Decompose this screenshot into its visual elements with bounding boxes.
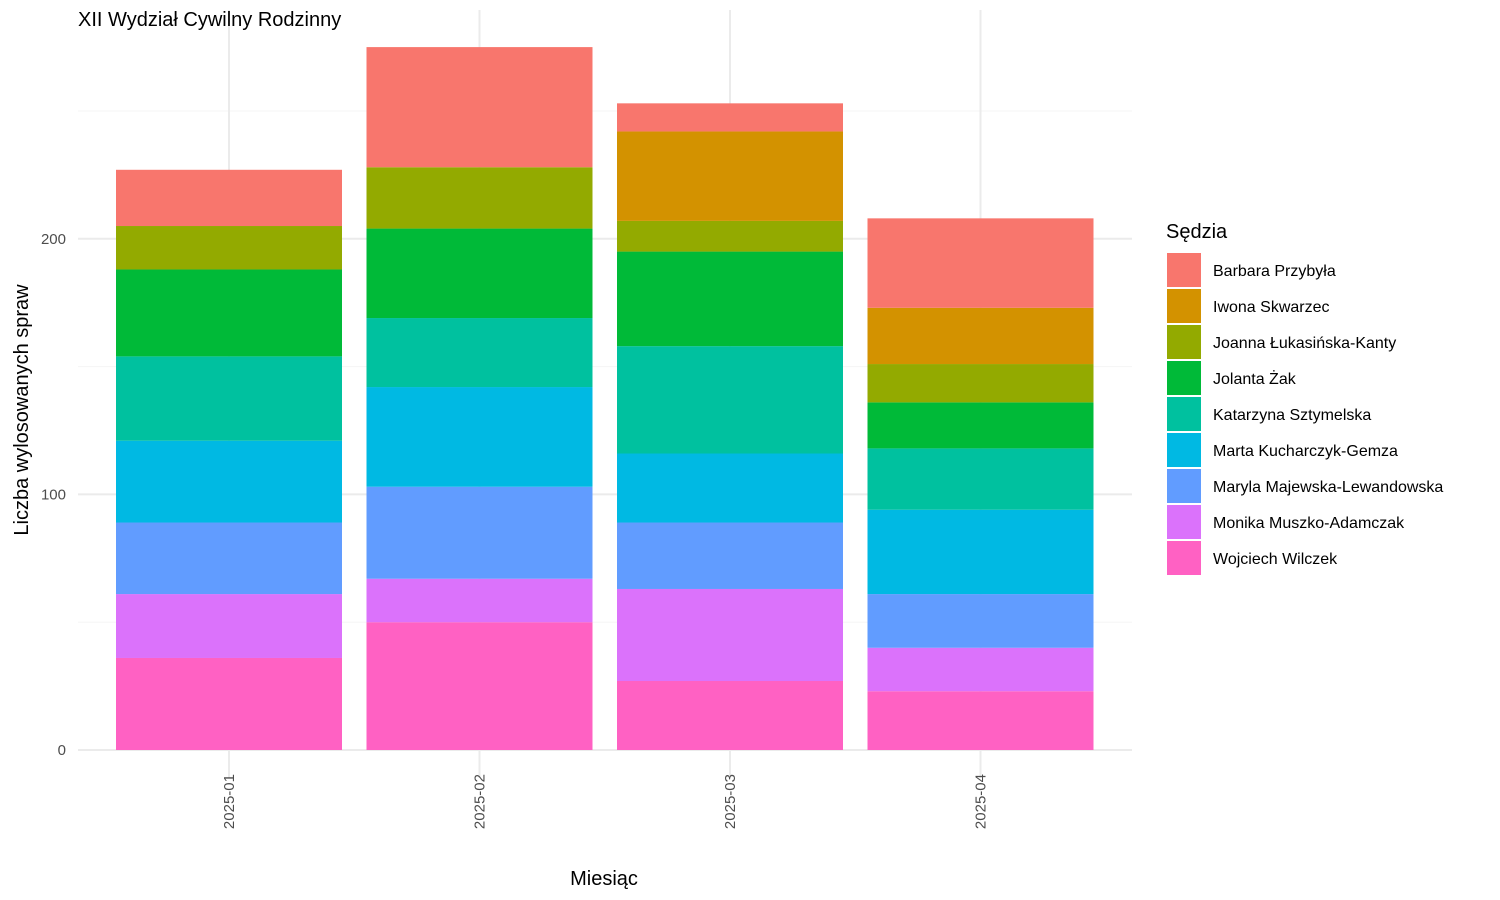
bar-segment — [116, 269, 342, 357]
legend-key — [1167, 469, 1201, 503]
legend-key — [1167, 433, 1201, 467]
y-axis: 0 100 200 — [41, 231, 66, 759]
legend-key — [1167, 541, 1201, 575]
legend-key — [1167, 325, 1201, 359]
bar-segment — [617, 346, 843, 454]
x-axis-title: Miesiąc — [570, 868, 638, 890]
bar-segment — [617, 103, 843, 132]
legend-key — [1167, 397, 1201, 431]
bar-segment — [617, 220, 843, 252]
y-tick-label: 0 — [58, 742, 66, 759]
legend-label: Iwona Skwarzec — [1213, 299, 1330, 316]
bar-segment — [617, 680, 843, 750]
bar-segment — [867, 218, 1094, 308]
bar-segment — [867, 594, 1094, 648]
bar-segment — [867, 402, 1094, 449]
bar-segment — [867, 448, 1094, 510]
x-axis: 2025-01 2025-02 2025-03 2025-04 — [221, 774, 990, 829]
legend-label: Barbara Przybyła — [1213, 263, 1336, 280]
bar-segment — [116, 440, 342, 523]
bar-segment — [366, 622, 593, 750]
chart-title: XII Wydział Cywilny Rodzinny — [78, 9, 341, 31]
bar-segment — [116, 356, 342, 441]
legend-label: Joanna Łukasińska-Kanty — [1213, 335, 1396, 352]
bar-segment — [116, 169, 342, 227]
legend-label: Katarzyna Sztymelska — [1213, 407, 1371, 424]
bar-segment — [366, 167, 593, 229]
bar-segment — [116, 594, 342, 658]
bar-segment — [116, 657, 342, 750]
bar-segment — [617, 131, 843, 221]
bar-segment — [366, 387, 593, 487]
bar-segment — [867, 647, 1094, 692]
legend-label: Maryla Majewska-Lewandowska — [1213, 479, 1443, 496]
bar-segment — [867, 691, 1094, 750]
x-tick-label: 2025-03 — [722, 774, 739, 829]
legend-key — [1167, 361, 1201, 395]
bars — [116, 47, 1094, 750]
legend-title: Sędzia — [1166, 221, 1228, 243]
bar-segment — [366, 228, 593, 319]
legend-key — [1167, 253, 1201, 287]
y-tick-label: 100 — [41, 486, 66, 503]
bar-segment — [366, 486, 593, 579]
y-tick-label: 200 — [41, 231, 66, 248]
bar-segment — [116, 522, 342, 595]
bar-segment — [617, 251, 843, 347]
legend-key — [1167, 289, 1201, 323]
x-tick-label: 2025-02 — [472, 774, 489, 829]
bar-segment — [617, 522, 843, 589]
legend-label: Monika Muszko-Adamczak — [1213, 515, 1405, 532]
x-tick-label: 2025-04 — [973, 774, 990, 829]
bar-segment — [867, 307, 1094, 365]
bar-segment — [617, 453, 843, 523]
legend-key — [1167, 505, 1201, 539]
y-axis-title: Liczba wylosowanych spraw — [11, 284, 33, 536]
legend: Sędzia Barbara Przybyła Iwona Skwarzec Joa… — [1166, 221, 1443, 575]
bar-segment — [366, 47, 593, 168]
x-tick-label: 2025-01 — [221, 774, 238, 829]
legend-label: Marta Kucharczyk-Gemza — [1213, 443, 1398, 460]
bar-segment — [617, 588, 843, 681]
bar-segment — [366, 318, 593, 388]
legend-label: Wojciech Wilczek — [1213, 551, 1338, 568]
bar-segment — [366, 578, 593, 623]
legend-label: Jolanta Żak — [1213, 369, 1297, 388]
bar-segment — [116, 226, 342, 270]
bar-segment — [867, 509, 1094, 595]
bar-segment — [867, 364, 1094, 403]
